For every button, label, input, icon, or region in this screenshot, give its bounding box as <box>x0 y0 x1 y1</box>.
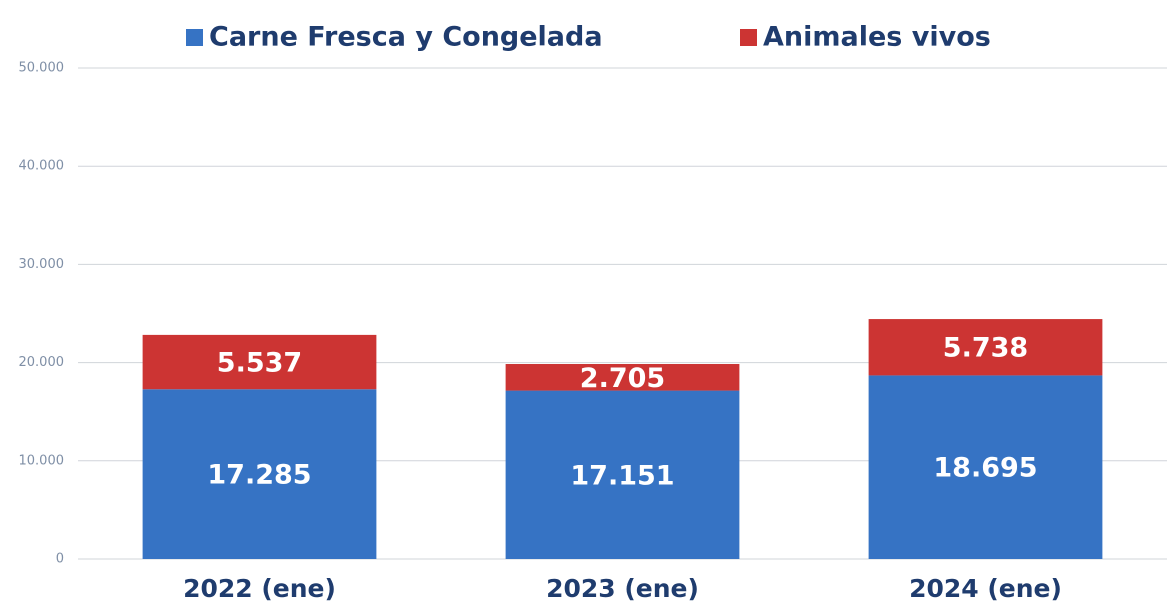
x-tick-label: 2022 (ene) <box>183 574 336 603</box>
y-tick-label: 20.000 <box>19 355 65 370</box>
legend-label: Animales vivos <box>763 22 991 53</box>
x-tick-label: 2023 (ene) <box>546 574 699 603</box>
y-tick-label: 30.000 <box>19 257 65 272</box>
legend-label: Carne Fresca y Congelada <box>209 22 603 53</box>
value-label: 5.537 <box>217 348 302 379</box>
value-label: 18.695 <box>933 453 1037 484</box>
x-tick-label: 2024 (ene) <box>909 574 1062 603</box>
bar-segment <box>868 375 1103 559</box>
bar-segment <box>868 319 1103 376</box>
y-tick-label: 0 <box>56 552 64 567</box>
bar-segment <box>142 389 377 559</box>
legend-swatch <box>186 29 203 46</box>
y-tick-label: 40.000 <box>19 159 65 174</box>
value-label: 17.285 <box>207 460 311 491</box>
bar-segment <box>142 334 377 390</box>
legend-swatch <box>740 29 757 46</box>
value-label: 5.738 <box>943 333 1028 364</box>
value-label: 2.705 <box>580 363 665 394</box>
bar-segment <box>505 364 740 391</box>
bar-segment <box>505 390 740 559</box>
value-label: 17.151 <box>570 460 674 491</box>
y-tick-label: 10.000 <box>19 453 65 468</box>
y-tick-label: 50.000 <box>19 61 65 76</box>
